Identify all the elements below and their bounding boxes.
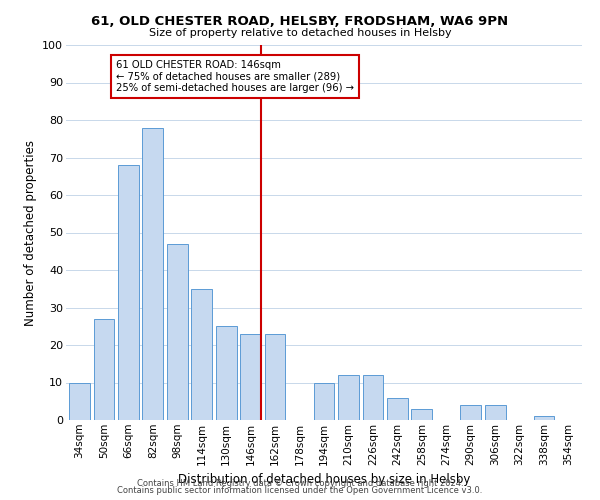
Bar <box>338 375 359 420</box>
Bar <box>265 334 286 420</box>
Bar <box>485 405 506 420</box>
Y-axis label: Number of detached properties: Number of detached properties <box>23 140 37 326</box>
Bar <box>362 375 383 420</box>
X-axis label: Distribution of detached houses by size in Helsby: Distribution of detached houses by size … <box>178 473 470 486</box>
Bar <box>191 289 212 420</box>
Bar <box>314 382 334 420</box>
Text: 61 OLD CHESTER ROAD: 146sqm
← 75% of detached houses are smaller (289)
25% of se: 61 OLD CHESTER ROAD: 146sqm ← 75% of det… <box>116 60 354 93</box>
Bar <box>240 334 261 420</box>
Text: Contains public sector information licensed under the Open Government Licence v3: Contains public sector information licen… <box>118 486 482 495</box>
Bar <box>387 398 408 420</box>
Bar <box>142 128 163 420</box>
Bar <box>460 405 481 420</box>
Bar <box>534 416 554 420</box>
Bar <box>167 244 188 420</box>
Bar <box>412 409 432 420</box>
Bar <box>94 319 114 420</box>
Text: Size of property relative to detached houses in Helsby: Size of property relative to detached ho… <box>149 28 451 38</box>
Bar <box>69 382 90 420</box>
Bar <box>216 326 236 420</box>
Text: Contains HM Land Registry data © Crown copyright and database right 2024.: Contains HM Land Registry data © Crown c… <box>137 478 463 488</box>
Text: 61, OLD CHESTER ROAD, HELSBY, FRODSHAM, WA6 9PN: 61, OLD CHESTER ROAD, HELSBY, FRODSHAM, … <box>91 15 509 28</box>
Bar <box>118 165 139 420</box>
